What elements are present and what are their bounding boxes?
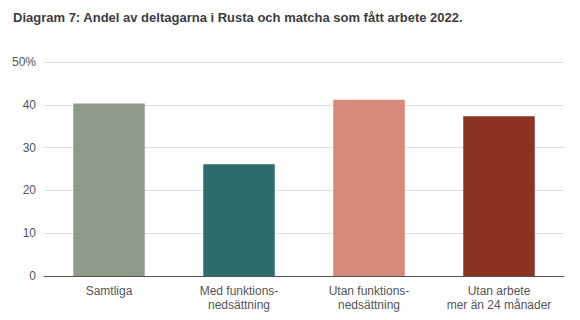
svg-text:50%: 50% xyxy=(12,55,36,69)
svg-text:Diagram 7: Andel av deltagarna: Diagram 7: Andel av deltagarna i Rusta o… xyxy=(13,10,463,25)
svg-text:0: 0 xyxy=(29,269,36,283)
svg-text:nedsättning: nedsättning xyxy=(338,298,400,312)
svg-text:nedsättning: nedsättning xyxy=(208,298,270,312)
svg-text:mer än 24 månader: mer än 24 månader xyxy=(447,298,552,312)
svg-text:Med funktions-: Med funktions- xyxy=(200,284,279,298)
svg-text:Utan arbete: Utan arbete xyxy=(468,284,531,298)
svg-text:10: 10 xyxy=(23,226,37,240)
svg-text:Samtliga: Samtliga xyxy=(86,284,133,298)
svg-text:40: 40 xyxy=(23,98,37,112)
svg-text:Utan funktions-: Utan funktions- xyxy=(329,284,410,298)
svg-text:30: 30 xyxy=(23,141,37,155)
svg-text:20: 20 xyxy=(23,183,37,197)
